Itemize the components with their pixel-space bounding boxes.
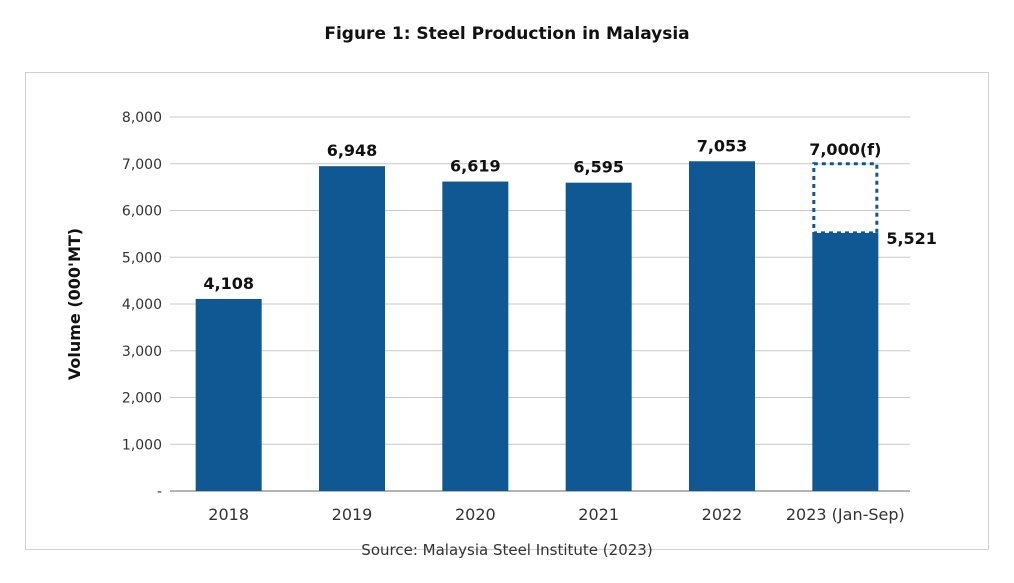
forecast-label: 7,000(f) bbox=[809, 140, 881, 159]
bar bbox=[812, 232, 879, 491]
bar bbox=[319, 166, 385, 491]
y-tick-label: 8,000 bbox=[122, 110, 162, 126]
y-tick-label: 3,000 bbox=[122, 344, 162, 360]
x-tick-label: 2018 bbox=[208, 505, 249, 524]
bar bbox=[442, 181, 509, 491]
chart-frame bbox=[25, 72, 989, 550]
y-axis-label: Volume (000'MT) bbox=[65, 228, 84, 380]
y-tick-label: - bbox=[157, 484, 162, 500]
x-tick-label: 2022 bbox=[702, 505, 743, 524]
x-tick-label: 2019 bbox=[332, 505, 373, 524]
y-tick-label: 5,000 bbox=[122, 250, 162, 266]
y-tick-label: 4,000 bbox=[122, 297, 162, 313]
forecast-outline bbox=[812, 162, 879, 235]
bar bbox=[195, 298, 262, 491]
bar bbox=[565, 182, 632, 491]
bar bbox=[689, 161, 755, 491]
x-tick-label: 2020 bbox=[455, 505, 496, 524]
data-label: 6,595 bbox=[573, 158, 624, 177]
y-tick-label: 2,000 bbox=[122, 391, 162, 407]
data-label: 6,619 bbox=[450, 157, 501, 176]
chart-title: Figure 1: Steel Production in Malaysia bbox=[324, 24, 690, 44]
y-tick-label: 6,000 bbox=[122, 204, 162, 220]
y-tick-label: 7,000 bbox=[122, 157, 162, 173]
chart-source: Source: Malaysia Steel Institute (2023) bbox=[361, 541, 653, 559]
data-label: 5,521 bbox=[886, 229, 937, 248]
x-tick-label: 2021 bbox=[578, 505, 619, 524]
data-label: 6,948 bbox=[327, 141, 378, 160]
x-tick-label: 2023 (Jan-Sep) bbox=[786, 505, 905, 524]
data-label: 7,053 bbox=[697, 136, 748, 155]
data-label: 4,108 bbox=[203, 274, 254, 293]
y-tick-label: 1,000 bbox=[122, 437, 162, 453]
